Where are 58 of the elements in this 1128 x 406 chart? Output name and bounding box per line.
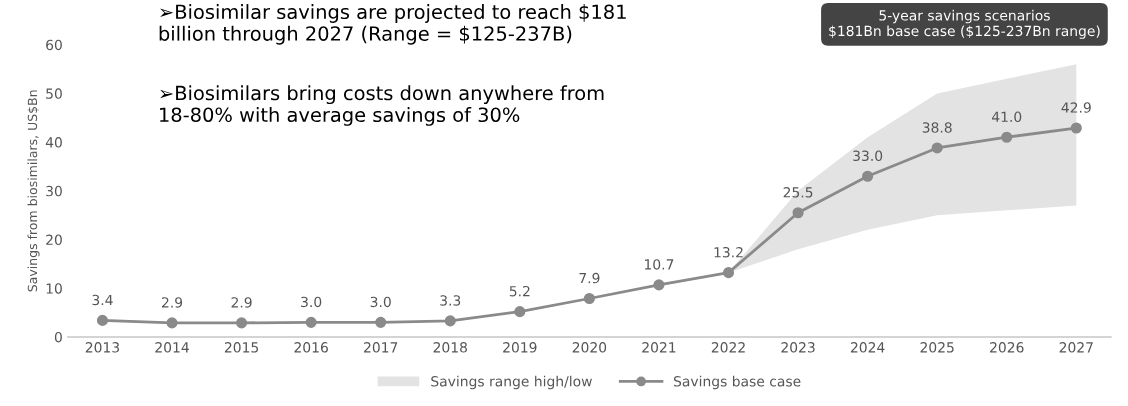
- point: [1070, 122, 1082, 134]
- y-tick-label: 20: [46, 234, 62, 246]
- x-tick-label: 2026: [990, 342, 1024, 353]
- data-label: 25.5: [783, 187, 813, 198]
- x-tick-label: 2023: [781, 342, 815, 353]
- y-tick-label: 0: [54, 331, 62, 343]
- legend-label: Savings base case: [673, 375, 801, 390]
- x-tick-label: 2021: [642, 342, 676, 353]
- x-tick-label: 2020: [572, 342, 607, 353]
- y-tick-label: 30: [46, 185, 62, 197]
- x-tick-label: 2017: [364, 342, 398, 353]
- x-tick-label: 2019: [503, 342, 537, 353]
- x-tick-label: 2022: [711, 342, 745, 353]
- point: [236, 317, 248, 329]
- data-label: 2.9: [161, 297, 183, 308]
- data-label: 3.4: [92, 294, 113, 306]
- data-label: 42.9: [1061, 102, 1091, 113]
- data-label: 33.0: [853, 150, 883, 162]
- x-tick-label: 2016: [294, 342, 328, 353]
- text: ➢Biosimilar savings are projected to reach $181 billion through 2027 (Range = $125-237B): [159, 4, 626, 45]
- point: [862, 170, 874, 182]
- point: [305, 316, 317, 328]
- data-label: 38.8: [922, 122, 952, 133]
- x-tick-label: 2024: [850, 342, 885, 353]
- data-label: 3.0: [370, 296, 391, 308]
- point: [722, 267, 735, 279]
- x-tick-label: 2014: [155, 342, 189, 353]
- x-tick-label: 2015: [224, 342, 259, 353]
- annotation: ➢Biosimilars bring costs down anywhere from 18-80% with average savings of 30%: [160, 85, 604, 126]
- point: [166, 317, 178, 329]
- data-label: 13.2: [714, 246, 743, 258]
- y-tick-label: 60: [46, 39, 62, 51]
- data-label: 2.9: [231, 297, 252, 308]
- point: [375, 316, 387, 328]
- point: [583, 292, 595, 305]
- point: [1001, 131, 1013, 143]
- data-label: 3.3: [440, 295, 461, 306]
- y-tick-label: 10: [46, 283, 62, 294]
- legend-label: Savings range high/low: [431, 375, 592, 390]
- data-label: 41.0: [991, 111, 1022, 123]
- x-tick-label: 2013: [85, 342, 120, 353]
- text: 5-year savings scenarios $181Bn base case ($125-237Bn range): [829, 9, 1100, 39]
- point: [931, 142, 943, 154]
- data-label: 5.2: [509, 285, 530, 297]
- x-tick-label: 2018: [433, 342, 467, 353]
- y-tick-label: 50: [46, 88, 62, 99]
- data-label: 10.7: [645, 259, 674, 270]
- y-tick-label: 40: [45, 137, 62, 148]
- point: [792, 207, 804, 219]
- point: [96, 314, 109, 326]
- y-axis-title: Savings from biosimilars, US$Bn: [27, 90, 40, 292]
- data-label: 7.9: [579, 272, 600, 284]
- x-tick-label: 2027: [1059, 342, 1093, 353]
- x-tick-label: 2025: [920, 342, 954, 353]
- point: [444, 315, 456, 327]
- point: [514, 306, 526, 318]
- data-label: 3.0: [301, 296, 322, 308]
- point: [653, 279, 665, 291]
